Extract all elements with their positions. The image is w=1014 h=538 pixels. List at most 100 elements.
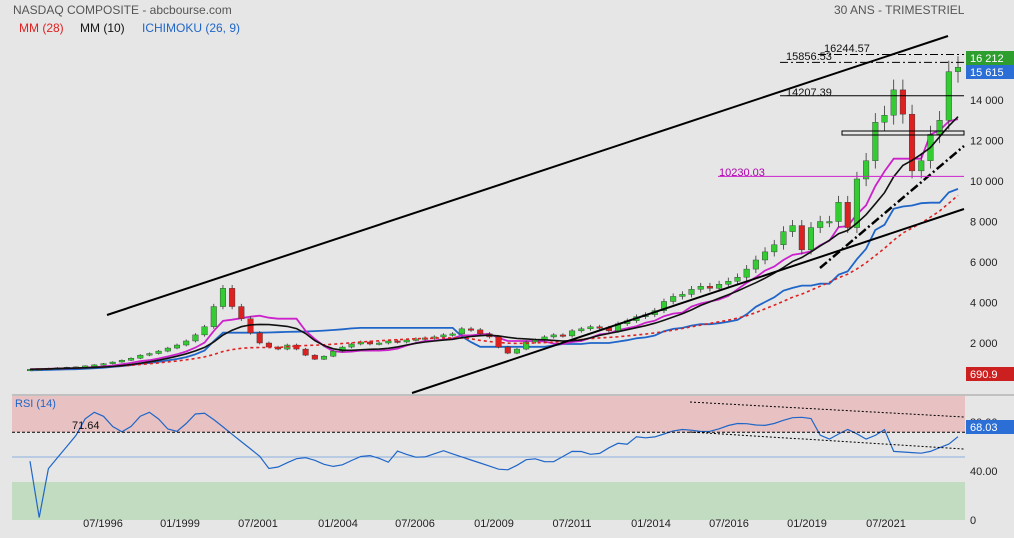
- y-tick-label: 12 000: [970, 136, 1004, 148]
- mm28-line: [29, 194, 959, 371]
- candle-body: [587, 326, 594, 330]
- candle-body: [752, 259, 759, 270]
- x-tick-label: 07/2011: [553, 518, 592, 530]
- candle-body: [449, 333, 456, 336]
- y-tick-label: 4 000: [970, 298, 998, 310]
- candle-body: [872, 122, 879, 161]
- candle-body: [890, 89, 897, 116]
- x-tick-label: 01/2014: [631, 518, 671, 530]
- candle-body: [550, 334, 557, 338]
- candle-body: [293, 344, 300, 350]
- x-tick-label: 01/2004: [318, 518, 358, 530]
- candle-body: [743, 268, 750, 278]
- candle-body: [725, 281, 732, 285]
- y-tick-label: 2 000: [970, 338, 998, 350]
- rsi-title: RSI (14): [15, 398, 56, 410]
- candle-body: [660, 301, 667, 311]
- candle-body: [762, 251, 769, 261]
- candle-body: [210, 306, 217, 327]
- candle-body: [679, 294, 686, 297]
- legend-mm10[interactable]: MM (10): [80, 21, 125, 35]
- x-tick-label: 07/2006: [395, 518, 435, 530]
- price-level-label: 15856.53: [786, 51, 832, 63]
- candle-body: [881, 114, 888, 123]
- rsi-upper-trendline: [689, 401, 965, 418]
- candle-body: [229, 288, 236, 307]
- candle-body: [513, 348, 520, 354]
- candle-body: [697, 286, 704, 290]
- candle-body: [918, 160, 925, 172]
- candle-body: [201, 326, 208, 336]
- candle-body: [853, 178, 860, 228]
- candle-body: [578, 328, 585, 332]
- candle-body: [183, 340, 190, 346]
- rsi-overbought-label: 71.64: [72, 420, 100, 432]
- legend-ichimoku[interactable]: ICHIMOKU (26, 9): [142, 21, 241, 35]
- current-price-badge-bg: [966, 65, 1014, 79]
- candle-body: [826, 221, 833, 224]
- candle-body: [844, 202, 851, 228]
- candle-body: [798, 225, 805, 251]
- lower-channel-line: [411, 208, 965, 394]
- candle-body: [789, 225, 796, 232]
- mm10-line: [29, 116, 959, 371]
- candle-body: [164, 347, 171, 352]
- x-tick-label: 07/1996: [83, 518, 123, 530]
- candle-body: [468, 328, 475, 331]
- candle-body: [569, 330, 576, 337]
- rsi-value-badge: 68.03: [970, 422, 998, 434]
- chart-title: NASDAQ COMPOSITE - abcbourse.com: [13, 3, 232, 17]
- candle-body: [596, 326, 603, 329]
- dash-dot-support-line: [819, 145, 965, 269]
- x-tick-label: 01/2019: [787, 518, 827, 530]
- candle-body: [688, 289, 695, 295]
- x-tick-label: 07/2021: [866, 518, 906, 530]
- rsi-value-badge-bg: [966, 420, 1014, 434]
- candle-body: [146, 353, 153, 356]
- candle-body: [27, 369, 34, 372]
- chart-period: 30 ANS - TRIMESTRIEL: [834, 3, 965, 17]
- high-price-badge: 16 212: [970, 53, 1004, 65]
- candle-body: [137, 354, 144, 359]
- candle-body: [477, 329, 484, 335]
- candle-body: [118, 360, 125, 363]
- candle-body: [366, 341, 373, 345]
- candle-body: [458, 328, 465, 335]
- y-tick-label: 8 000: [970, 217, 998, 229]
- candle-body: [523, 341, 530, 350]
- candle-body: [403, 339, 410, 343]
- candle-body: [155, 350, 162, 354]
- candle-body: [385, 340, 392, 344]
- mm28-value-badge: 690.9: [970, 369, 998, 381]
- x-tick-label: 01/1999: [160, 518, 200, 530]
- candle-body: [302, 348, 309, 356]
- candle-body: [174, 344, 181, 349]
- rsi-overbought-zone: [12, 396, 965, 432]
- candle-body: [817, 221, 824, 228]
- price-level-label: 16244.57: [824, 43, 870, 55]
- candle-body: [192, 334, 199, 342]
- legend-mm28[interactable]: MM (28): [19, 21, 64, 35]
- y-tick-label: 14 000: [970, 95, 1004, 107]
- candle-body: [238, 306, 245, 319]
- candle-body: [936, 120, 943, 135]
- y-tick-label: 10 000: [970, 176, 1004, 188]
- price-level-label: 10230.03: [719, 167, 765, 179]
- candle-body: [771, 244, 778, 253]
- candle-body: [321, 355, 328, 360]
- candle-body: [128, 357, 135, 361]
- candle-body: [265, 342, 272, 348]
- upper-channel-line: [106, 35, 949, 316]
- candle-body: [807, 227, 814, 251]
- candle-body: [504, 346, 511, 354]
- candle-body: [670, 296, 677, 302]
- candle-body: [394, 340, 401, 343]
- candle-body: [955, 67, 962, 72]
- candle-body: [899, 89, 906, 115]
- mm28-value-badge-bg: [966, 367, 1014, 381]
- x-tick-label: 01/2009: [474, 518, 514, 530]
- candle-body: [734, 276, 741, 282]
- candle-body: [835, 202, 842, 222]
- candle-body: [780, 231, 787, 245]
